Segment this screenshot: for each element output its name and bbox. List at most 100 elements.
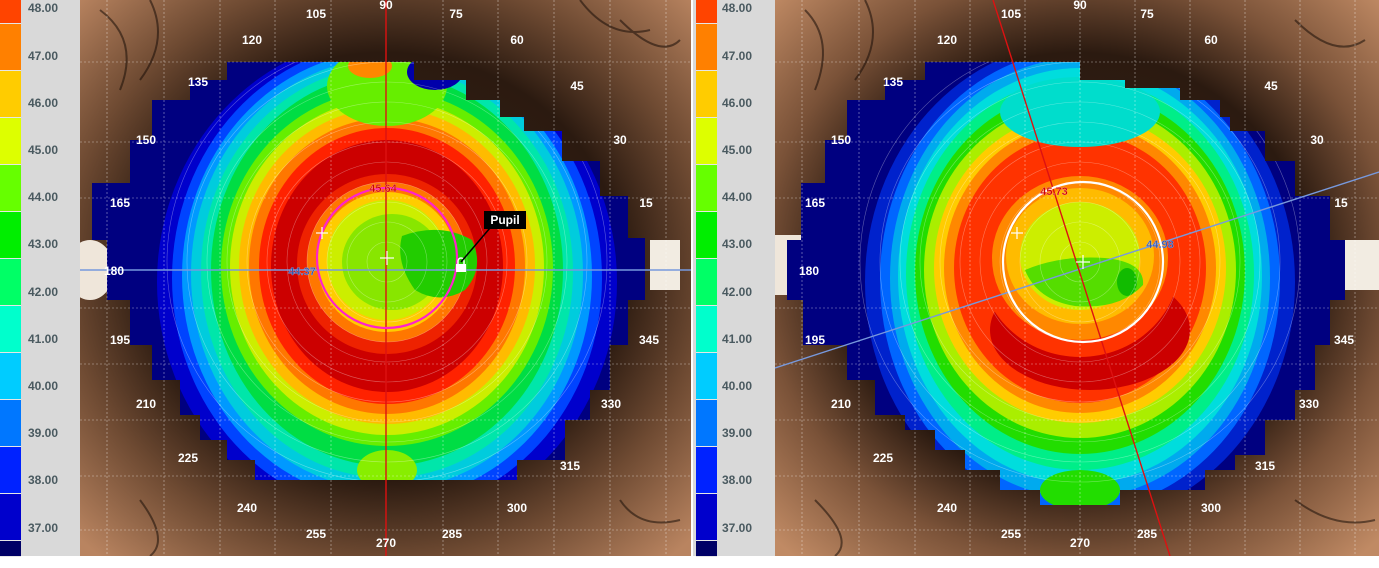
- legend-swatch: [696, 353, 717, 400]
- svg-text:225: 225: [873, 451, 893, 465]
- legend-swatch: [0, 541, 21, 557]
- legend-tick: 45.00: [722, 143, 753, 157]
- legend-tick: 46.00: [722, 96, 753, 110]
- svg-text:240: 240: [937, 501, 957, 515]
- svg-text:285: 285: [1137, 527, 1157, 541]
- legend-swatch: [0, 71, 21, 118]
- legend-swatch: [696, 494, 717, 541]
- legend-swatch: [696, 71, 717, 118]
- legend-tick: 39.00: [722, 426, 753, 440]
- svg-text:180: 180: [799, 264, 819, 278]
- legend-tick: 40.00: [722, 379, 753, 393]
- legend-tick: 46.00: [28, 96, 59, 110]
- legend-tick: 42.00: [722, 285, 753, 299]
- svg-text:135: 135: [188, 75, 208, 89]
- pupil-outline[interactable]: [315, 186, 459, 330]
- svg-text:195: 195: [110, 333, 130, 347]
- svg-text:30: 30: [1310, 133, 1324, 147]
- legend-tick: 44.00: [722, 190, 753, 204]
- svg-text:90: 90: [379, 0, 393, 12]
- axis-degree-labels: 90 75 60 45 30 15 105 120 135 150 165 18…: [799, 0, 1354, 550]
- svg-text:180: 180: [104, 264, 124, 278]
- legend-tick: 47.00: [28, 49, 59, 63]
- pupil-callout-line: [460, 227, 491, 263]
- svg-text:300: 300: [507, 501, 527, 515]
- svg-text:210: 210: [136, 397, 156, 411]
- legend-tick: 44.00: [28, 190, 59, 204]
- svg-text:345: 345: [639, 333, 659, 347]
- legend-swatch: [696, 306, 717, 353]
- legend-tick: 40.00: [28, 379, 59, 393]
- legend-swatch: [696, 165, 717, 212]
- svg-text:135: 135: [883, 75, 903, 89]
- svg-text:300: 300: [1201, 501, 1221, 515]
- svg-text:270: 270: [376, 536, 396, 550]
- svg-text:195: 195: [805, 333, 825, 347]
- legend-swatch: [696, 259, 717, 306]
- svg-text:60: 60: [1204, 33, 1218, 47]
- steep-axis-line: [992, 0, 1171, 556]
- topography-map-left[interactable]: Pupil 45.64 44.37 90 75 60 45 30 15 105 …: [80, 0, 691, 556]
- reflection-highlight: [650, 240, 680, 290]
- color-scale-legend-left: 48.00 47.00 46.00 45.00 44.00 43.00 42.0…: [0, 0, 80, 557]
- svg-text:150: 150: [831, 133, 851, 147]
- legend-swatch: [0, 259, 21, 306]
- svg-text:45: 45: [1264, 79, 1278, 93]
- svg-text:345: 345: [1334, 333, 1354, 347]
- svg-text:315: 315: [1255, 459, 1275, 473]
- legend-tick: 48.00: [28, 1, 59, 15]
- svg-text:270: 270: [1070, 536, 1090, 550]
- crosshair-icon: [1076, 255, 1090, 269]
- legend-swatch: [0, 212, 21, 259]
- topography-map-right[interactable]: 45.73 44.98 90 75 60 45 30 15 105 120 13…: [775, 0, 1379, 556]
- legend-swatch: [696, 212, 717, 259]
- svg-text:90: 90: [1073, 0, 1087, 12]
- crosshair-icon: [1011, 227, 1023, 239]
- flat-axis-line: [775, 171, 1379, 369]
- legend-tick: 39.00: [28, 426, 59, 440]
- legend-swatch: [0, 306, 21, 353]
- svg-text:15: 15: [639, 196, 653, 210]
- svg-text:75: 75: [1140, 7, 1154, 21]
- svg-text:15: 15: [1334, 196, 1348, 210]
- legend-tick: 41.00: [722, 332, 753, 346]
- pupil-label: Pupil: [490, 213, 519, 227]
- pupil-callout-box: [484, 211, 526, 229]
- legend-swatch: [696, 24, 717, 71]
- legend-tick: 47.00: [722, 49, 753, 63]
- svg-text:285: 285: [442, 527, 462, 541]
- svg-text:210: 210: [831, 397, 851, 411]
- lock-icon: [456, 257, 466, 272]
- svg-text:45: 45: [570, 79, 584, 93]
- svg-text:105: 105: [306, 7, 326, 21]
- legend-swatch: [696, 447, 717, 494]
- svg-text:330: 330: [1299, 397, 1319, 411]
- legend-tick: 37.00: [722, 521, 753, 535]
- svg-text:75: 75: [449, 7, 463, 21]
- legend-tick: 42.00: [28, 285, 59, 299]
- legend-swatch: [0, 400, 21, 447]
- legend-tick: 48.00: [722, 1, 753, 15]
- legend-tick: 38.00: [722, 473, 753, 487]
- crosshair-icon: [316, 227, 328, 239]
- curvature-map: [92, 62, 645, 480]
- svg-text:120: 120: [937, 33, 957, 47]
- color-scale-legend-right: 48.00 47.00 46.00 45.00 44.00 43.00 42.0…: [693, 0, 775, 557]
- svg-text:120: 120: [242, 33, 262, 47]
- svg-text:105: 105: [1001, 7, 1021, 21]
- svg-text:165: 165: [110, 196, 130, 210]
- axis-degree-labels: 90 75 60 45 30 15 105 120 135 150 165 18…: [104, 0, 659, 550]
- legend-tick: 37.00: [28, 521, 59, 535]
- svg-text:240: 240: [237, 501, 257, 515]
- legend-swatch: [0, 0, 21, 24]
- flat-k-value: 44.37: [288, 266, 316, 278]
- svg-text:315: 315: [560, 459, 580, 473]
- legend-swatch: [0, 165, 21, 212]
- svg-text:255: 255: [306, 527, 326, 541]
- legend-swatch: [696, 541, 717, 557]
- legend-swatch: [0, 447, 21, 494]
- pupil-outline[interactable]: [1001, 180, 1165, 344]
- legend-swatch: [0, 24, 21, 71]
- legend-tick: 38.00: [28, 473, 59, 487]
- legend-tick: 45.00: [28, 143, 59, 157]
